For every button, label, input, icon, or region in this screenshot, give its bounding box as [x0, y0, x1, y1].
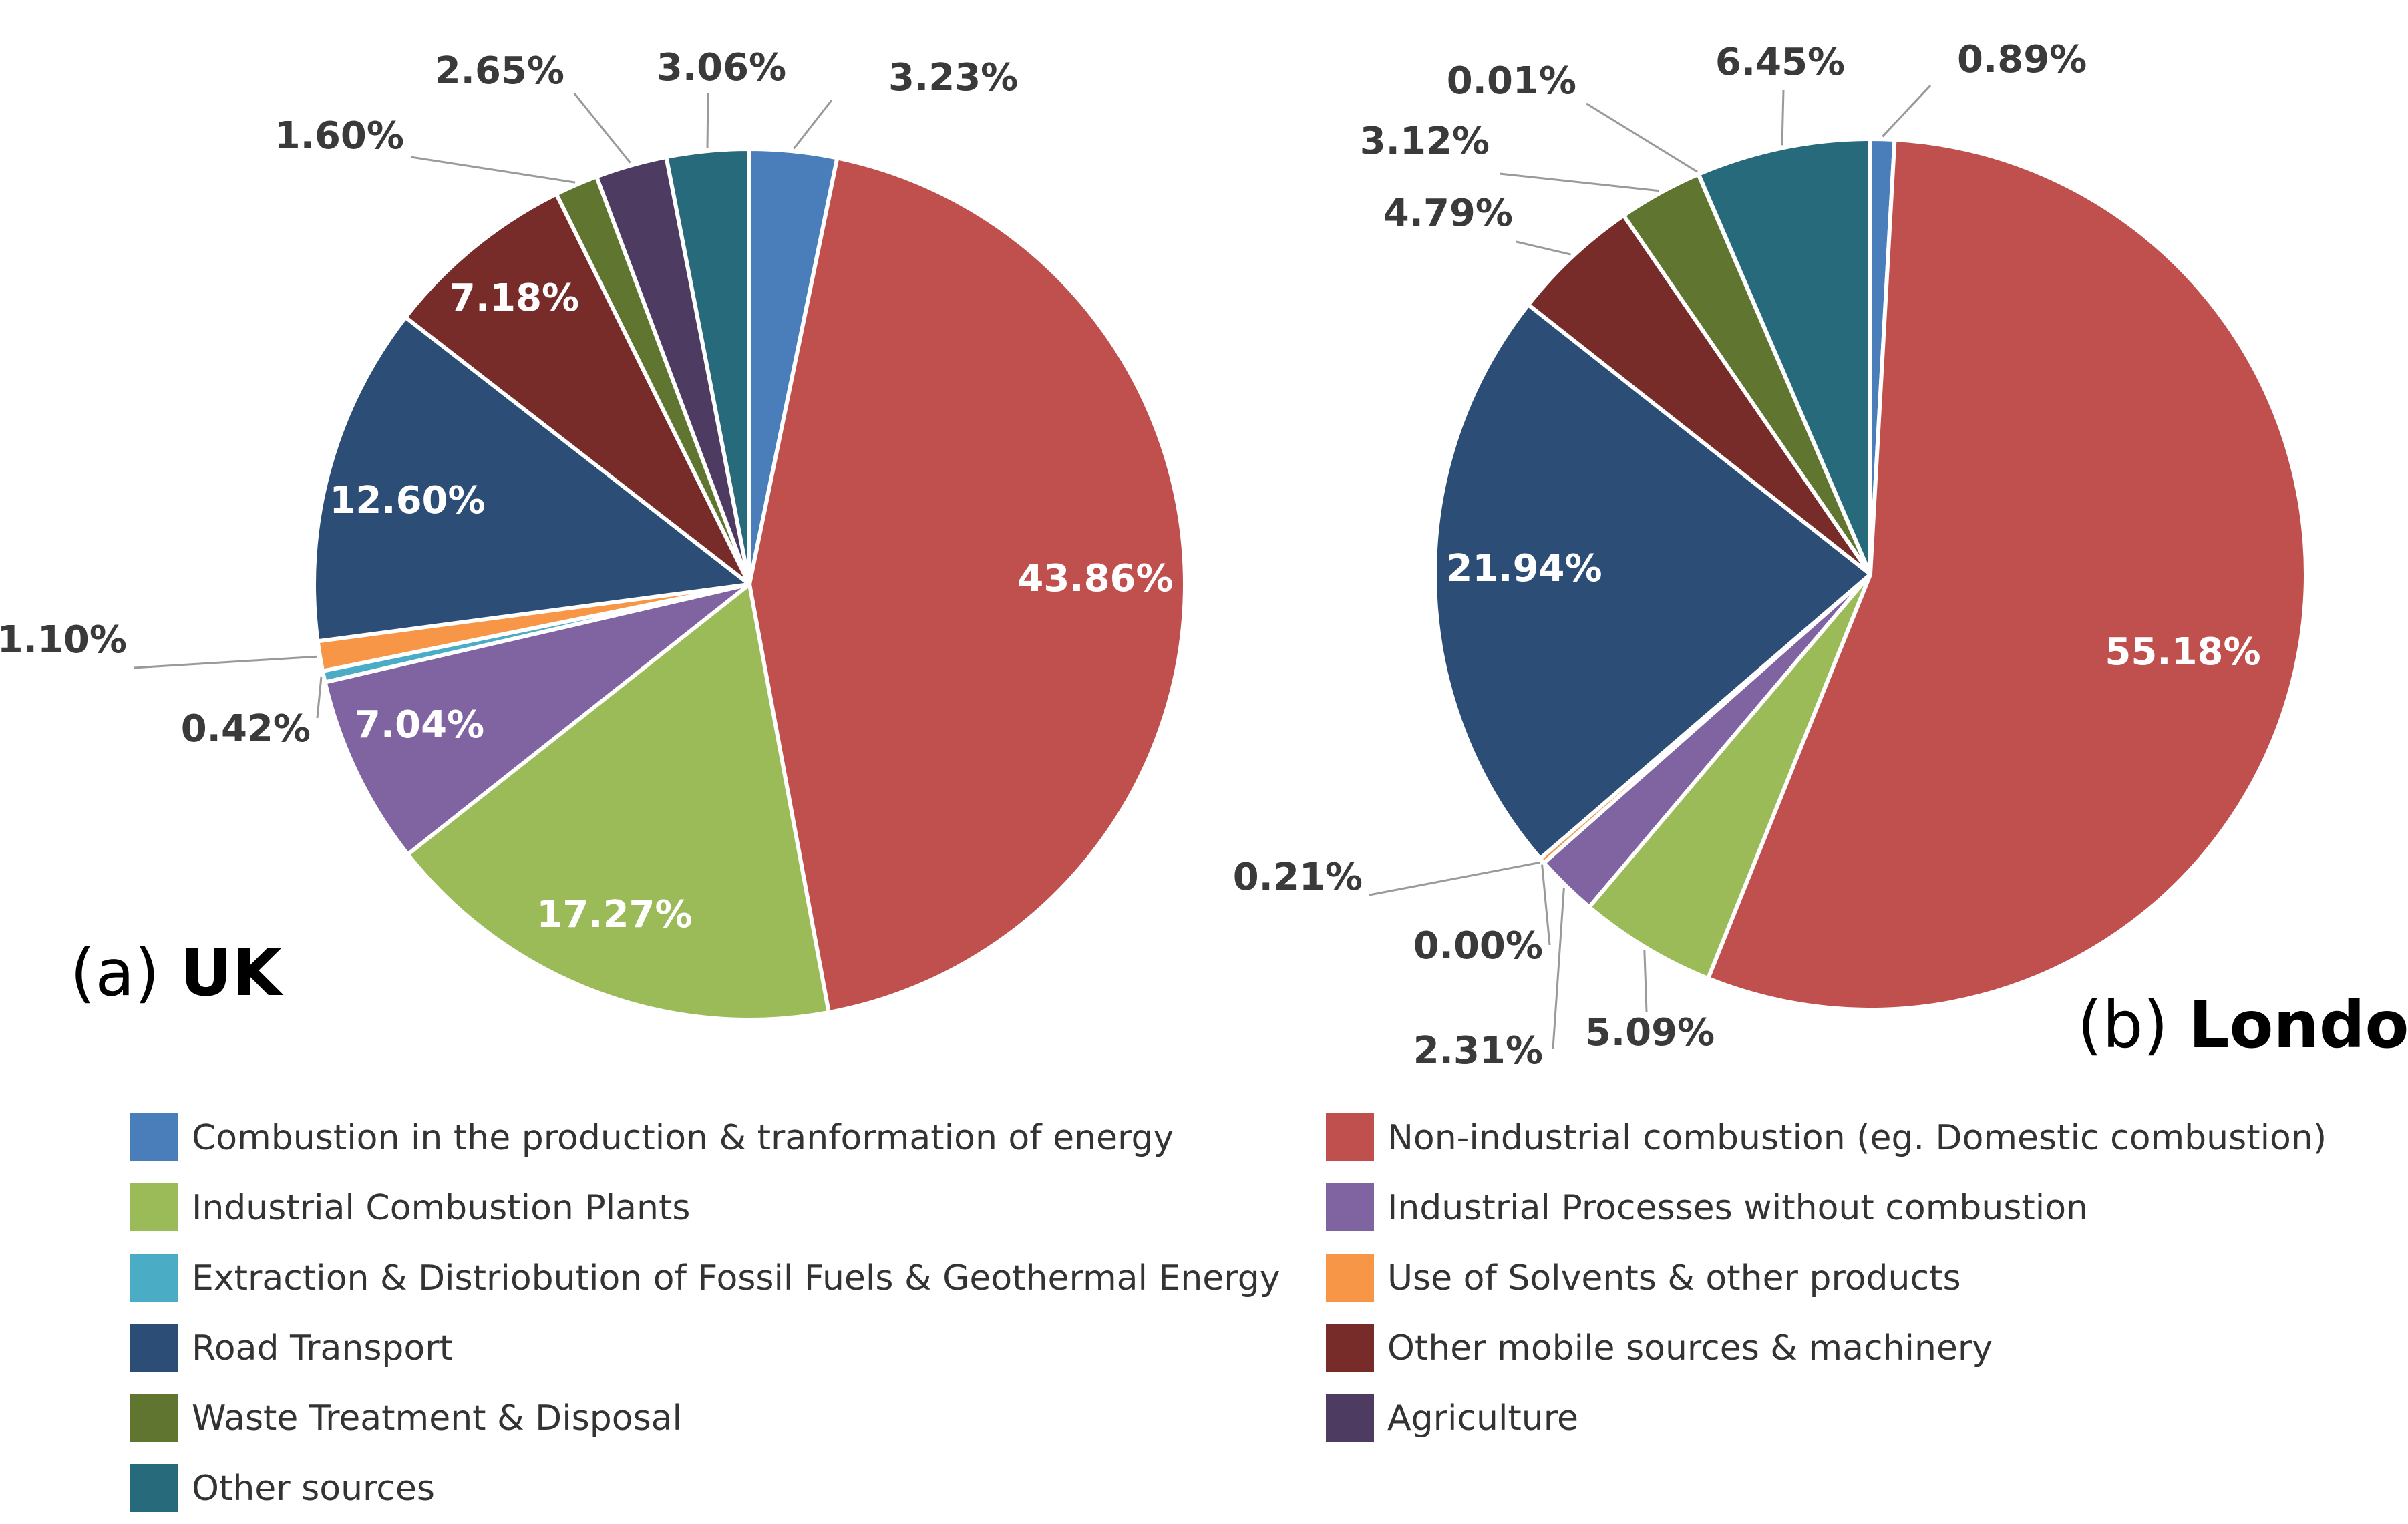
uk-slice-road-transport	[312, 315, 751, 644]
uk-slice-industrial-combustion-plants	[405, 582, 831, 1022]
legend-label: Road Transport	[192, 1328, 453, 1368]
legend-swatch	[130, 1464, 178, 1512]
uk-data-label: 3.06%	[657, 46, 786, 89]
london-data-label: 6.45%	[1715, 41, 1845, 84]
uk-data-label: 1.60%	[275, 114, 404, 158]
uk-data-label: 3.23%	[888, 56, 1018, 100]
legend-swatch	[1326, 1113, 1374, 1161]
legend-item: Other sources	[130, 1464, 435, 1512]
legend-item: Industrial Combustion Plants	[130, 1183, 690, 1231]
uk-leader-line	[133, 655, 318, 669]
caption-uk: (a) UK	[70, 936, 284, 1010]
legend-swatch	[1326, 1394, 1374, 1442]
legend-label: Agriculture	[1387, 1398, 1578, 1439]
legend-label: Non-industrial combustion (eg. Domestic …	[1387, 1118, 2327, 1158]
london-leader-line	[1552, 887, 1565, 1049]
london-leader-line	[1516, 240, 1572, 256]
legend-swatch	[130, 1183, 178, 1231]
legend-swatch	[1326, 1183, 1374, 1231]
legend-label: Combustion in the production & tranforma…	[192, 1118, 1174, 1158]
london-data-label: 2.31%	[1413, 1029, 1543, 1073]
london-slice-other-mobile-sources-machinery	[1526, 213, 1872, 576]
legend-item: Extraction & Distriobution of Fossil Fue…	[130, 1254, 1280, 1302]
uk-leader-line	[706, 93, 709, 149]
legend-item: Use of Solvents & other products	[1326, 1254, 1961, 1302]
london-data-label: 21.94%	[1446, 547, 1602, 590]
uk-data-label: 7.18%	[450, 276, 579, 320]
uk-leader-line	[573, 93, 631, 164]
legend: Combustion in the production & tranforma…	[130, 1113, 2327, 1512]
legend-swatch	[1326, 1324, 1374, 1372]
legend-label: Waste Treatment & Disposal	[192, 1398, 682, 1439]
legend-swatch	[130, 1394, 178, 1442]
london-leader-line	[1369, 861, 1540, 896]
london-data-label: 0.01%	[1447, 59, 1576, 103]
london-data-label: 4.79%	[1383, 192, 1513, 235]
uk-leader-line	[316, 677, 323, 719]
uk-leader-line	[410, 156, 576, 184]
legend-item: Road Transport	[130, 1324, 453, 1372]
caption-london-title: London	[2188, 988, 2408, 1063]
uk-data-label: 17.27%	[536, 893, 692, 936]
uk-slice-other-sources	[664, 147, 751, 586]
legend-item: Other mobile sources & machinery	[1326, 1324, 1993, 1372]
pie-chart-uk: 3.23% 43.86% 17.27% 7.04% 0.42% 1.10% 12.60% 7.…	[0, 46, 1187, 1022]
caption-uk-title: UK	[180, 936, 284, 1010]
caption-london: (b) London	[2077, 988, 2408, 1063]
london-slice-non-industrial-combustion-eg-domestic-combustion	[1706, 138, 2308, 1012]
uk-leader-line	[793, 100, 833, 150]
uk-data-label: 2.65%	[435, 49, 564, 93]
uk-slice-industrial-processes-without-combustion	[323, 582, 751, 857]
uk-slice-other-mobile-sources-machinery	[403, 192, 751, 586]
london-data-label: 55.18%	[2105, 630, 2260, 674]
legend-label: Industrial Combustion Plants	[192, 1188, 690, 1228]
legend-swatch	[130, 1113, 178, 1161]
london-leader-line	[1781, 89, 1785, 146]
london-slice-other-sources	[1696, 137, 1872, 576]
uk-data-label: 1.10%	[0, 618, 127, 662]
legend-swatch	[130, 1254, 178, 1302]
london-data-label: 0.89%	[1957, 38, 2087, 81]
caption-uk-prefix: (a)	[70, 936, 160, 1010]
legend-label: Other mobile sources & machinery	[1387, 1328, 1993, 1368]
legend-item: Waste Treatment & Disposal	[130, 1394, 682, 1442]
legend-item: Combustion in the production & tranforma…	[130, 1113, 1174, 1161]
legend-label: Extraction & Distriobution of Fossil Fue…	[192, 1258, 1280, 1298]
pie-chart-london: 0.89% 55.18% 5.09% 2.31% 0.00% 0.21% 21.94% 4.7…	[1233, 38, 2308, 1073]
london-leader-line	[1541, 864, 1551, 946]
uk-data-label: 0.42%	[181, 707, 311, 751]
london-leader-line	[1586, 102, 1698, 173]
legend-label: Use of Solvents & other products	[1387, 1258, 1961, 1298]
legend-label: Industrial Processes without combustion	[1387, 1188, 2088, 1228]
london-data-label: 0.21%	[1233, 855, 1363, 899]
uk-data-label: 43.86%	[1017, 557, 1173, 600]
london-slice-industrial-combustion-plants	[1587, 572, 1872, 981]
legend-swatch	[1326, 1254, 1374, 1302]
london-leader-line	[1643, 950, 1648, 1012]
legend-item: Agriculture	[1326, 1394, 1578, 1442]
london-slice-road-transport	[1433, 303, 1872, 861]
london-data-label: 0.00%	[1413, 924, 1543, 968]
uk-slice-non-industrial-combustion-eg-domestic-combustion	[747, 156, 1187, 1015]
caption-london-prefix: (b)	[2077, 988, 2168, 1063]
legend-label: Other sources	[192, 1469, 435, 1509]
uk-data-label: 12.60%	[329, 479, 485, 522]
london-data-label: 3.12%	[1360, 120, 1490, 163]
legend-item: Industrial Processes without combustion	[1326, 1183, 2088, 1231]
legend-item: Non-industrial combustion (eg. Domestic …	[1326, 1113, 2327, 1161]
uk-data-label: 7.04%	[355, 703, 484, 747]
legend-swatch	[130, 1324, 178, 1372]
london-leader-line	[1882, 84, 1932, 138]
london-data-label: 5.09%	[1585, 1011, 1715, 1055]
london-leader-line	[1499, 172, 1659, 192]
